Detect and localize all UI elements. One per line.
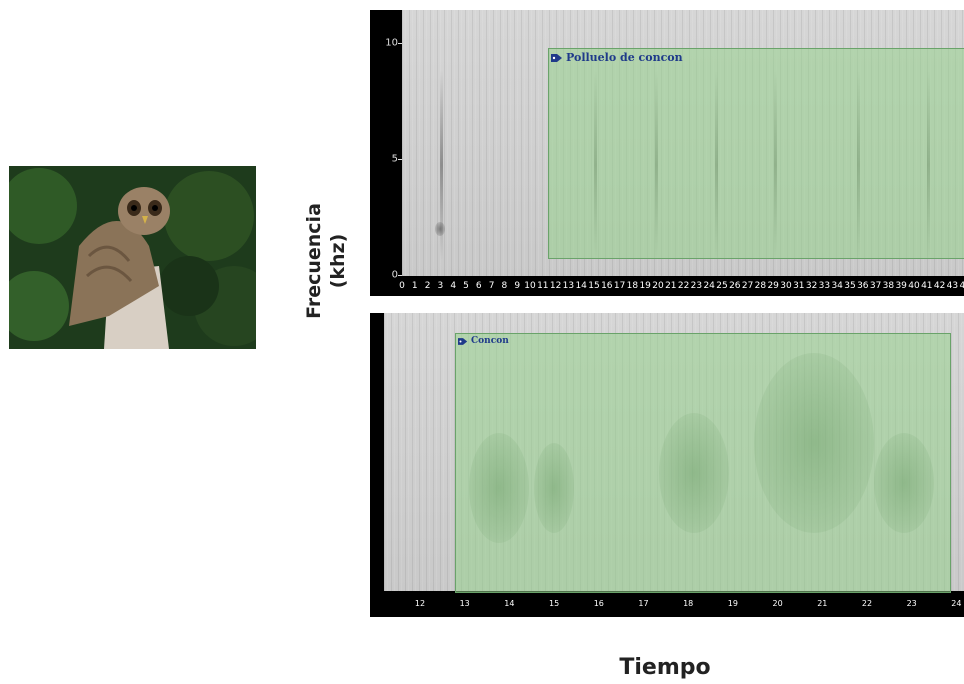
x-tick: 14 — [504, 599, 515, 608]
annotation-text: Polluelo de concon — [566, 51, 683, 64]
x-tick: 21 — [817, 599, 828, 608]
call-streak — [440, 70, 443, 260]
x-tick: 41 — [921, 281, 933, 291]
x-tick: 37 — [869, 281, 882, 291]
x-tick: 29 — [767, 281, 779, 291]
x-tick: 8 — [501, 281, 508, 291]
y-axis: 10 5 0 — [370, 10, 402, 286]
annotation-box-concon[interactable]: Concon — [455, 333, 951, 593]
x-axis: 0 1 2 3 4 5 6 7 8 9 10 11 12 13 14 15 16 17 18 19 20 21 22 23 24… — [399, 276, 964, 296]
x-tick: 35 — [844, 281, 856, 291]
x-tick: 20 — [652, 281, 664, 291]
x-tick: 32 — [805, 281, 818, 291]
x-tick: 22 — [861, 599, 873, 608]
x-tick: 5 — [463, 281, 469, 291]
owl-photo — [9, 166, 256, 349]
annotation-text: Concon — [471, 336, 509, 346]
x-tick: 13 — [562, 281, 575, 291]
x-tick: 25 — [716, 281, 728, 291]
x-tick: 18 — [626, 281, 639, 291]
tag-icon — [551, 53, 563, 63]
x-tick: 39 — [895, 281, 907, 291]
x-tick: 2 — [424, 281, 431, 291]
spectrogram-canvas[interactable]: Polluelo de concon — [402, 10, 964, 276]
x-tick: 13 — [459, 599, 470, 608]
y-axis-label-line1: Frecuencia — [303, 202, 325, 319]
x-tick: 15 — [549, 599, 560, 608]
x-tick: 23 — [690, 281, 703, 291]
x-tick: 26 — [729, 281, 741, 291]
x-tick: 11 — [537, 281, 549, 291]
y-tick-mark — [398, 275, 402, 276]
x-tick: 24 — [703, 281, 715, 291]
x-tick: 42 — [933, 281, 946, 291]
x-tick: 36 — [857, 281, 869, 291]
x-tick: 15 — [588, 281, 600, 291]
x-tick: 16 — [593, 599, 604, 608]
x-tick: 12 — [549, 281, 562, 291]
y-tick: 5 — [391, 153, 398, 165]
x-tick: 14 — [575, 281, 587, 291]
x-axis-label: Tiempo — [619, 655, 711, 680]
y-tick-mark — [398, 159, 402, 160]
call-mark — [435, 222, 445, 236]
x-tick: 28 — [754, 281, 767, 291]
bottom-spectrogram-panel[interactable]: Concon 12 13 14 15 16 17 18 19 20 21 22 23 24 — [370, 313, 964, 617]
annotation-label[interactable]: Polluelo de concon — [551, 51, 683, 64]
x-tick: 17 — [613, 281, 626, 291]
x-tick: 17 — [638, 599, 649, 608]
y-tick: 10 — [385, 37, 398, 49]
x-tick: 38 — [882, 281, 895, 291]
x-tick: 33 — [818, 281, 831, 291]
x-tick: 44 — [959, 281, 964, 291]
x-tick: 23 — [906, 599, 917, 608]
x-tick: 40 — [908, 281, 920, 291]
x-tick: 27 — [741, 281, 754, 291]
x-axis-zoomed: 12 13 14 15 16 17 18 19 20 21 22 23 24 — [384, 591, 964, 617]
x-tick: 6 — [475, 281, 482, 291]
x-tick: 19 — [727, 599, 738, 608]
x-tick: 10 — [524, 281, 536, 291]
x-tick: 16 — [601, 281, 613, 291]
x-tick: 22 — [677, 281, 690, 291]
x-tick: 1 — [411, 281, 418, 291]
x-tick: 20 — [772, 599, 783, 608]
x-tick: 12 — [414, 599, 426, 608]
spectrogram-canvas-zoomed[interactable]: Concon — [384, 313, 964, 593]
tag-icon — [458, 337, 468, 346]
x-tick: 19 — [639, 281, 651, 291]
x-tick: 0 — [399, 281, 405, 291]
x-tick: 21 — [665, 281, 677, 291]
y-axis-label: Frecuencia (khz) — [291, 193, 361, 328]
annotation-label[interactable]: Concon — [458, 336, 509, 346]
x-tick: 18 — [683, 599, 694, 608]
x-tick: 4 — [450, 281, 457, 291]
x-tick: 9 — [514, 281, 521, 291]
x-tick: 43 — [946, 281, 959, 291]
x-tick: 7 — [488, 281, 495, 291]
x-tick: 24 — [951, 599, 962, 608]
x-tick: 30 — [780, 281, 792, 291]
x-tick: 34 — [831, 281, 843, 291]
x-tick: 31 — [793, 281, 805, 291]
y-tick: 0 — [391, 269, 398, 281]
x-tick: 3 — [437, 281, 444, 291]
top-spectrogram-panel[interactable]: 10 5 0 Polluelo de concon 0 1 2 3 4 5 6 7 8 9 10 11… — [370, 10, 964, 296]
y-axis-label-line2: (khz) — [327, 233, 349, 288]
annotation-box-polluelo[interactable]: Polluelo de concon — [548, 48, 964, 259]
y-tick-mark — [398, 43, 402, 44]
